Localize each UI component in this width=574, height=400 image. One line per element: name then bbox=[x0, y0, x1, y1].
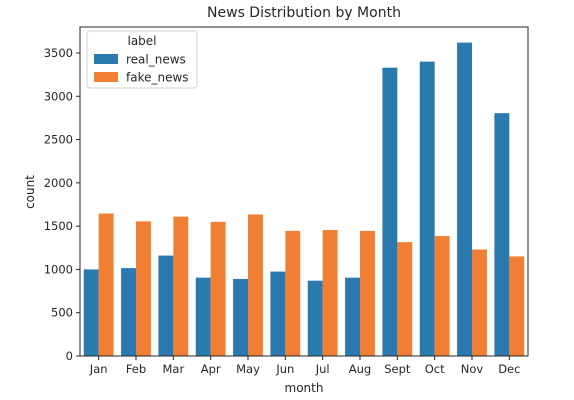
x-tick-label: Oct bbox=[425, 362, 445, 376]
x-axis-label: month bbox=[285, 381, 324, 395]
bar-real-news-jun bbox=[270, 271, 286, 356]
legend-swatch-fake-news bbox=[94, 72, 118, 82]
bar-fake-news-apr bbox=[210, 221, 226, 356]
x-tick-label: Jun bbox=[275, 362, 294, 376]
bar-real-news-jul bbox=[307, 280, 323, 356]
x-tick-label: Jul bbox=[315, 362, 330, 376]
bar-real-news-may bbox=[233, 278, 248, 356]
bar-fake-news-jan bbox=[98, 213, 114, 356]
y-axis-label: count bbox=[23, 175, 37, 209]
x-tick-label: Feb bbox=[126, 362, 146, 376]
x-tick-label: Aug bbox=[349, 362, 371, 376]
y-tick-label: 500 bbox=[51, 306, 73, 320]
bar-fake-news-jul bbox=[322, 230, 338, 356]
bar-real-news-jan bbox=[83, 269, 99, 356]
chart-title: News Distribution by Month bbox=[207, 5, 401, 21]
x-tick-label: Sept bbox=[384, 362, 411, 376]
bar-real-news-oct bbox=[419, 61, 435, 356]
plot-frame bbox=[79, 26, 529, 357]
y-tick-label: 1000 bbox=[44, 262, 73, 276]
x-tick-label: Apr bbox=[201, 362, 221, 376]
x-tick-label: May bbox=[236, 362, 260, 376]
bar-real-news-sept bbox=[382, 67, 398, 356]
y-tick-label: 2500 bbox=[44, 133, 73, 147]
legend-label-real-news: real_news bbox=[126, 53, 186, 67]
bar-real-news-dec bbox=[494, 113, 510, 357]
y-tick-label: 0 bbox=[66, 349, 73, 363]
y-tick-label: 2000 bbox=[44, 176, 73, 190]
bar-fake-news-mar bbox=[173, 216, 189, 356]
bar-real-news-feb bbox=[121, 268, 136, 356]
y-tick-label: 1500 bbox=[44, 219, 73, 233]
x-tick-label: Jan bbox=[89, 362, 108, 376]
bar-real-news-nov bbox=[457, 42, 472, 356]
x-tick-label: Dec bbox=[498, 362, 520, 376]
bar-fake-news-may bbox=[248, 214, 263, 356]
legend-label-fake-news: fake_news bbox=[126, 71, 189, 85]
x-tick-label: Mar bbox=[162, 362, 184, 376]
bar-fake-news-nov bbox=[472, 249, 487, 356]
legend-title: label bbox=[127, 34, 156, 48]
legend: label real_news fake_news bbox=[86, 30, 198, 89]
bar-fake-news-aug bbox=[360, 230, 375, 356]
y-tick-label: 3000 bbox=[44, 89, 73, 103]
bar-fake-news-dec bbox=[509, 256, 525, 356]
bar-fake-news-oct bbox=[434, 236, 450, 356]
bar-real-news-apr bbox=[195, 277, 211, 356]
bar-real-news-mar bbox=[158, 255, 174, 356]
bar-fake-news-sept bbox=[397, 242, 413, 356]
bar-fake-news-jun bbox=[285, 230, 301, 356]
y-tick-label: 3500 bbox=[44, 46, 73, 60]
plot-area: 0 500 1000 1500 2000 2500 3000 3500 Jan Feb Mar Apr… bbox=[44, 26, 529, 376]
bar-fake-news-feb bbox=[136, 221, 151, 356]
bar-real-news-aug bbox=[345, 277, 360, 356]
x-tick-label: Nov bbox=[461, 362, 484, 376]
legend-swatch-real-news bbox=[94, 54, 118, 64]
